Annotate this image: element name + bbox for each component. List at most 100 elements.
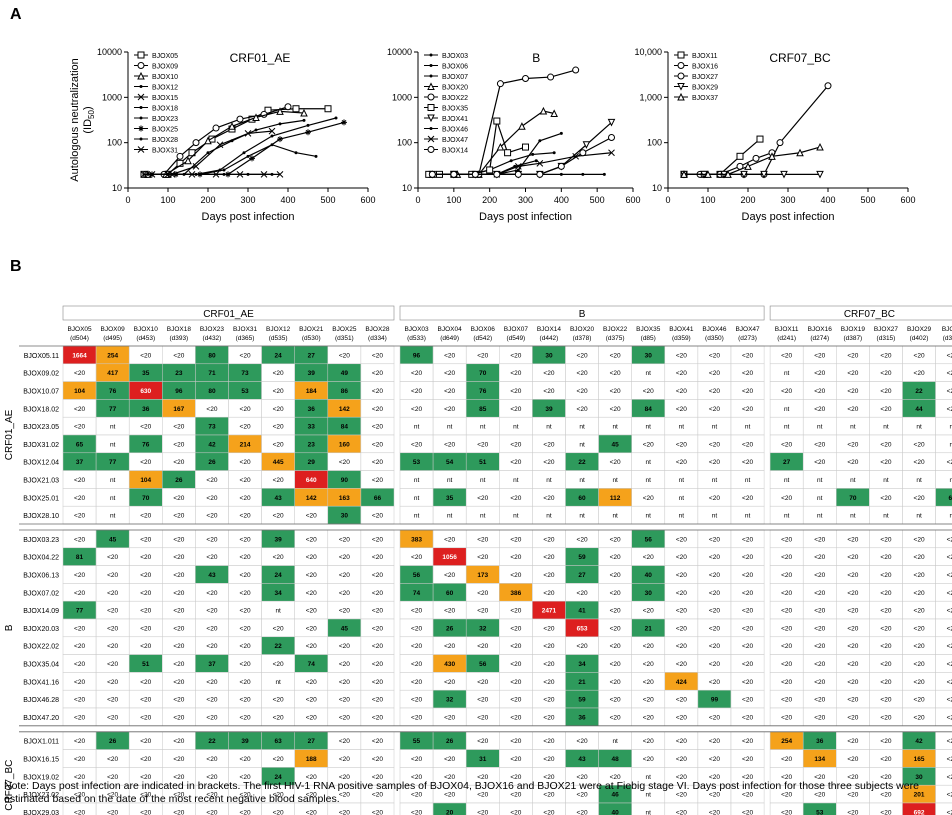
cell-value: <20 (947, 406, 952, 413)
cell-value: <20 (74, 536, 85, 543)
data-point (531, 152, 535, 156)
table-cell (902, 654, 936, 673)
x-tick-label: 500 (320, 195, 335, 205)
table-cell (360, 749, 395, 768)
cell-value: <20 (847, 738, 858, 745)
cell-value: <20 (742, 738, 753, 745)
cell-value: nt (546, 477, 552, 484)
cell-value: <20 (676, 352, 687, 359)
data-point (496, 80, 504, 88)
cell-value: <20 (510, 459, 521, 466)
cell-value: 53 (413, 459, 421, 466)
table-cell (162, 547, 196, 566)
table-cell (836, 363, 870, 382)
data-point (184, 156, 192, 165)
cell-value: <20 (914, 536, 925, 543)
cell-value: <20 (74, 661, 85, 668)
table-cell (228, 452, 262, 471)
x-tick-label: 400 (554, 195, 569, 205)
cell-value: <20 (709, 388, 720, 395)
data-point (228, 122, 236, 130)
column-header-id: BJOX25 (332, 326, 357, 333)
cell-value: <20 (74, 809, 85, 815)
cell-value: 53 (816, 809, 824, 815)
cell-value: 54 (446, 459, 454, 466)
table-cell (399, 363, 434, 382)
table-cell (95, 600, 130, 620)
data-point (427, 82, 435, 90)
cell-value: <20 (510, 697, 521, 704)
cell-value: <20 (577, 406, 588, 413)
data-point (677, 51, 685, 59)
table-cell (360, 707, 395, 727)
cell-value: 26 (175, 477, 183, 484)
table-cell (162, 565, 196, 584)
cell-value: <20 (74, 756, 85, 763)
table-cell (499, 488, 533, 507)
table-cell (697, 689, 732, 709)
table-cell (598, 565, 632, 584)
table-cell (261, 488, 295, 507)
table-cell (769, 565, 804, 584)
table-cell (869, 345, 903, 365)
cell-value: <20 (742, 679, 753, 686)
cell-value: <20 (74, 406, 85, 413)
x-tick-label: 200 (482, 195, 497, 205)
cell-value: <20 (610, 661, 621, 668)
table-cell (631, 618, 666, 638)
cell-value: <20 (610, 370, 621, 377)
table-cell (465, 505, 500, 525)
row-label: BJOX46.28 (23, 697, 59, 704)
cell-value: <20 (814, 459, 825, 466)
table-cell (664, 583, 699, 602)
cell-value: <20 (880, 572, 891, 579)
table-cell (598, 452, 632, 471)
table-cell (869, 363, 903, 382)
data-point (284, 103, 292, 111)
cell-value: <20 (306, 679, 317, 686)
cell-value: 43 (275, 495, 283, 502)
column-header-id: BJOX41 (669, 326, 694, 333)
table-cell (465, 452, 500, 471)
table-cell (532, 470, 566, 489)
table-cell (62, 416, 97, 436)
table-cell (399, 505, 434, 525)
table-cell (465, 618, 500, 638)
table-cell (598, 505, 632, 525)
table-cell (95, 731, 130, 750)
cell-value: nt (679, 477, 685, 484)
cell-value: 22 (208, 738, 216, 745)
legend-label: BJOX47 (442, 137, 468, 144)
cell-value: <20 (372, 388, 383, 395)
cell-value: nt (414, 477, 420, 484)
cell-value: <20 (273, 388, 284, 395)
table-cell (195, 452, 229, 471)
table-cell (432, 547, 467, 566)
table-cell (769, 381, 804, 400)
data-point (334, 116, 338, 120)
x-tick-label: 0 (125, 195, 130, 205)
table-cell (802, 547, 837, 566)
table-cell (836, 689, 870, 709)
table-cell (465, 654, 500, 673)
cell-value: <20 (206, 513, 217, 520)
cell-value: <20 (339, 608, 350, 615)
column-group-header: CRF07_BC (844, 309, 895, 320)
cell-value: nt (546, 424, 552, 431)
table-cell (869, 689, 903, 709)
cell-value: <20 (411, 554, 422, 561)
cell-value: <20 (173, 352, 184, 359)
cell-value: <20 (643, 554, 654, 561)
cell-value: <20 (273, 370, 284, 377)
cell-value: nt (513, 477, 519, 484)
cell-value: nt (646, 809, 652, 815)
table-cell (432, 731, 467, 750)
table-cell (228, 434, 262, 454)
table-cell (499, 636, 533, 655)
cell-value: <20 (339, 572, 350, 579)
data-point (776, 139, 784, 147)
cell-value: 39 (308, 370, 316, 377)
table-cell (128, 672, 163, 691)
cell-value: <20 (173, 495, 184, 502)
table-cell (228, 565, 262, 584)
